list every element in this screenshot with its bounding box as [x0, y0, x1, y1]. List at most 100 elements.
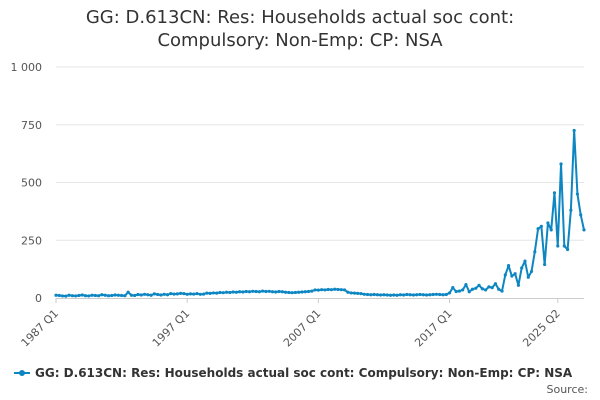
data-point[interactable]: [418, 292, 422, 297]
data-point[interactable]: [283, 290, 288, 294]
data-point[interactable]: [257, 290, 261, 294]
data-point[interactable]: [575, 192, 580, 196]
data-point[interactable]: [372, 292, 376, 297]
data-point[interactable]: [234, 290, 238, 294]
data-point[interactable]: [379, 293, 383, 297]
data-point[interactable]: [241, 290, 245, 294]
data-point[interactable]: [54, 293, 58, 297]
data-point[interactable]: [510, 274, 514, 278]
data-point[interactable]: [251, 289, 255, 293]
data-point[interactable]: [474, 286, 478, 290]
data-point[interactable]: [211, 291, 216, 295]
data-point[interactable]: [293, 290, 298, 295]
data-point[interactable]: [356, 291, 360, 295]
data-point[interactable]: [149, 293, 153, 297]
data-point[interactable]: [264, 289, 268, 294]
data-point[interactable]: [221, 291, 225, 295]
data-point[interactable]: [444, 292, 448, 297]
data-point[interactable]: [556, 244, 560, 248]
data-point[interactable]: [362, 292, 366, 296]
data-point[interactable]: [569, 208, 573, 212]
data-point[interactable]: [500, 289, 504, 293]
data-point[interactable]: [402, 293, 406, 297]
data-point[interactable]: [310, 289, 314, 293]
data-point[interactable]: [83, 294, 88, 298]
data-point[interactable]: [198, 292, 202, 296]
data-point[interactable]: [231, 290, 235, 294]
data-point[interactable]: [552, 191, 557, 195]
data-point[interactable]: [175, 292, 179, 296]
data-point[interactable]: [451, 286, 455, 290]
data-point[interactable]: [165, 293, 170, 297]
data-point[interactable]: [300, 290, 304, 294]
data-point[interactable]: [493, 282, 498, 286]
data-point[interactable]: [201, 292, 206, 296]
data-point[interactable]: [261, 289, 265, 293]
data-point[interactable]: [57, 293, 61, 298]
data-point[interactable]: [339, 288, 343, 292]
data-point[interactable]: [313, 288, 317, 292]
data-point[interactable]: [536, 227, 540, 231]
data-point[interactable]: [566, 247, 570, 252]
data-point[interactable]: [523, 259, 527, 263]
data-point[interactable]: [336, 287, 340, 292]
data-point[interactable]: [303, 290, 307, 294]
data-point[interactable]: [215, 291, 219, 295]
data-point[interactable]: [162, 292, 166, 296]
data-point[interactable]: [100, 293, 104, 297]
data-point[interactable]: [506, 264, 511, 268]
data-point[interactable]: [116, 293, 120, 297]
data-point[interactable]: [320, 288, 324, 292]
data-point[interactable]: [297, 290, 301, 294]
data-point[interactable]: [290, 291, 294, 295]
data-point[interactable]: [408, 293, 412, 297]
data-point[interactable]: [398, 293, 402, 297]
data-point[interactable]: [110, 293, 114, 298]
data-point[interactable]: [582, 228, 586, 232]
data-point[interactable]: [159, 293, 163, 297]
data-point[interactable]: [503, 273, 507, 277]
data-point[interactable]: [238, 290, 242, 294]
data-point[interactable]: [546, 221, 550, 225]
data-point[interactable]: [136, 292, 140, 297]
data-point[interactable]: [434, 292, 439, 296]
data-point[interactable]: [106, 294, 111, 298]
data-point[interactable]: [342, 288, 347, 292]
data-point[interactable]: [195, 292, 199, 296]
data-point[interactable]: [185, 292, 189, 296]
data-point[interactable]: [192, 292, 196, 296]
data-point[interactable]: [139, 293, 143, 297]
data-point[interactable]: [329, 288, 334, 292]
data-point[interactable]: [562, 244, 566, 248]
data-point[interactable]: [490, 286, 494, 290]
data-point[interactable]: [513, 272, 517, 276]
data-point[interactable]: [182, 292, 186, 296]
data-point[interactable]: [87, 294, 91, 298]
data-point[interactable]: [395, 293, 399, 297]
data-point[interactable]: [270, 290, 275, 294]
data-point[interactable]: [359, 292, 363, 296]
data-point[interactable]: [244, 289, 248, 294]
data-point[interactable]: [103, 293, 107, 297]
data-point[interactable]: [549, 228, 553, 232]
data-point[interactable]: [457, 289, 461, 293]
data-point[interactable]: [388, 293, 393, 297]
data-point[interactable]: [224, 290, 229, 294]
data-point[interactable]: [179, 291, 183, 295]
data-point[interactable]: [60, 294, 65, 298]
data-point[interactable]: [385, 293, 389, 297]
data-point[interactable]: [484, 288, 488, 292]
data-point[interactable]: [280, 290, 284, 294]
data-point[interactable]: [254, 289, 258, 294]
data-point[interactable]: [579, 213, 583, 217]
data-point[interactable]: [454, 289, 458, 294]
data-point[interactable]: [392, 293, 396, 297]
data-point[interactable]: [529, 269, 534, 274]
data-point[interactable]: [365, 292, 370, 297]
data-point[interactable]: [572, 128, 576, 133]
data-point[interactable]: [520, 266, 524, 270]
data-point[interactable]: [369, 293, 373, 297]
data-point[interactable]: [480, 287, 484, 291]
data-point[interactable]: [126, 290, 130, 294]
data-point[interactable]: [464, 283, 468, 287]
